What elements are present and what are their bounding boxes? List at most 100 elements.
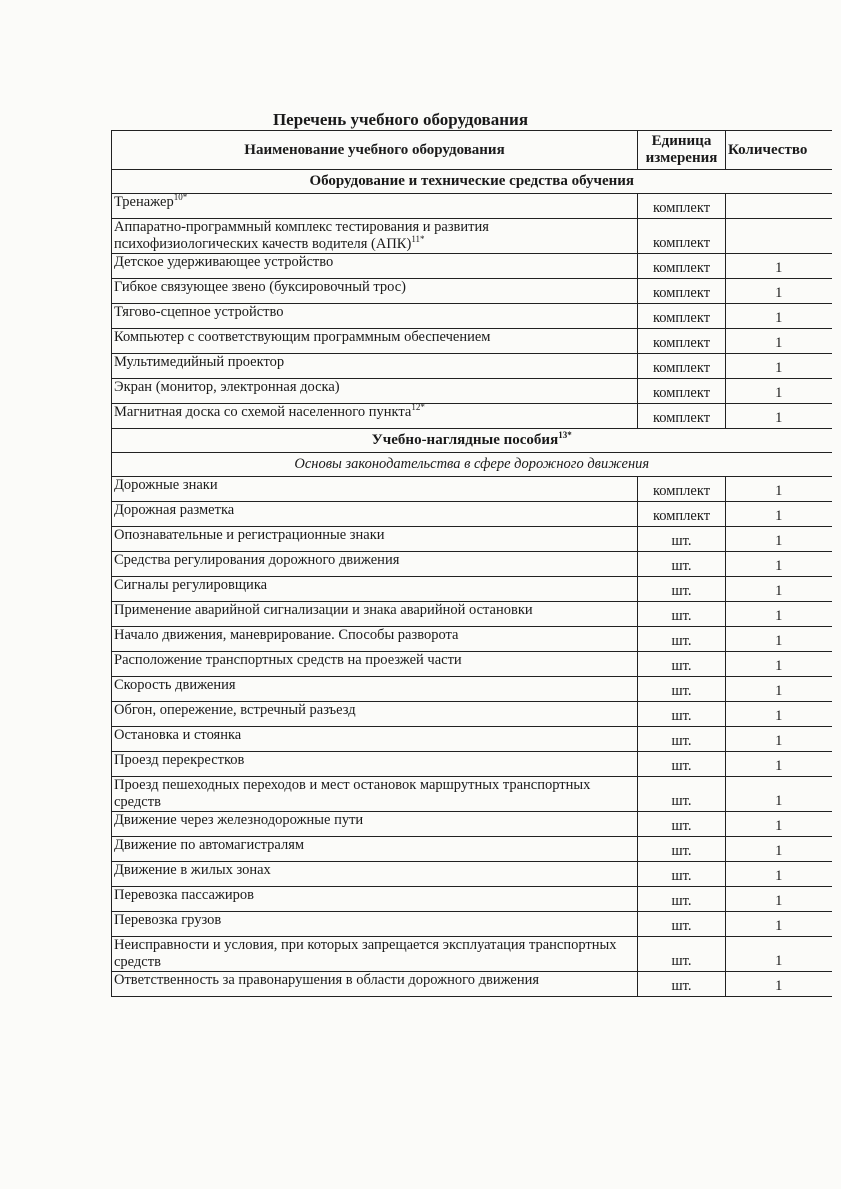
item-qty: 1 xyxy=(725,476,832,502)
item-name: Начало движения, маневрирование. Способы… xyxy=(111,626,638,652)
table-row: Ответственность за правонарушения в обла… xyxy=(111,971,832,997)
table-row: Начало движения, маневрирование. Способы… xyxy=(111,626,832,652)
table-row: Движение через железнодорожные пути шт. 1 xyxy=(111,811,832,837)
section-text: Оборудование и технические средства обуч… xyxy=(309,173,635,189)
item-name-text: Дорожные знаки xyxy=(114,477,218,493)
table-row: Неисправности и условия, при которых зап… xyxy=(111,936,832,972)
table-row: Обгон, опережение, встречный разъезд шт. 1 xyxy=(111,701,832,727)
item-unit: шт. xyxy=(637,861,726,887)
item-name: Проезд пешеходных переходов и мест остан… xyxy=(111,776,638,812)
item-unit: комплект xyxy=(637,253,726,279)
footnote-mark: 10* xyxy=(173,192,188,203)
item-unit: комплект xyxy=(637,218,726,254)
item-name-text: Проезд перекрестков xyxy=(114,752,245,768)
item-name: Перевозка пассажиров xyxy=(111,886,638,912)
item-name-text: Экран (монитор, электронная доска) xyxy=(114,379,340,395)
item-name-text: Мультимедийный проектор xyxy=(114,354,285,370)
item-unit: шт. xyxy=(637,576,726,602)
item-name-text: Дорожная разметка xyxy=(114,502,235,518)
item-name: Аппаратно-программный комплекс тестирова… xyxy=(111,218,638,254)
item-name-text: Средства регулирования дорожного движени… xyxy=(114,552,400,568)
item-qty xyxy=(725,218,832,254)
item-qty: 1 xyxy=(725,651,832,677)
section-header-label: Оборудование и технические средства обуч… xyxy=(111,169,832,194)
item-unit: шт. xyxy=(637,811,726,837)
item-unit: шт. xyxy=(637,751,726,777)
section-header-label: Учебно-наглядные пособия13* xyxy=(111,428,832,453)
section-text: Основы законодательства в сфере дорожног… xyxy=(294,456,650,472)
item-name-text: Применение аварийной сигнализации и знак… xyxy=(114,602,533,618)
item-unit: комплект xyxy=(637,193,726,219)
item-name: Расположение транспортных средств на про… xyxy=(111,651,638,677)
item-name-text: Движение через железнодорожные пути xyxy=(114,812,364,828)
item-qty: 1 xyxy=(725,726,832,752)
item-name-text: Движение в жилых зонах xyxy=(114,862,271,878)
item-qty: 1 xyxy=(725,328,832,354)
table-row: Расположение транспортных средств на про… xyxy=(111,651,832,677)
table-row: Средства регулирования дорожного движени… xyxy=(111,551,832,577)
table-row: Перевозка пассажиров шт. 1 xyxy=(111,886,832,912)
section-header: Учебно-наглядные пособия13* xyxy=(111,428,832,453)
item-unit: комплект xyxy=(637,476,726,502)
item-name-text: Опознавательные и регистрационные знаки xyxy=(114,527,385,543)
item-unit: шт. xyxy=(637,626,726,652)
item-unit: комплект xyxy=(637,378,726,404)
table-row: Компьютер с соответствующим программным … xyxy=(111,328,832,354)
item-unit: шт. xyxy=(637,551,726,577)
item-name: Неисправности и условия, при которых зап… xyxy=(111,936,638,972)
table-row: Детское удерживающее устройство комплект 1 xyxy=(111,253,832,279)
header-unit: Единица измерения xyxy=(637,130,726,170)
table-row: Перевозка грузов шт. 1 xyxy=(111,911,832,937)
table-row: Остановка и стоянка шт. 1 xyxy=(111,726,832,752)
item-unit: шт. xyxy=(637,676,726,702)
item-name-text: Начало движения, маневрирование. Способы… xyxy=(114,627,459,643)
footnote-mark: 13* xyxy=(558,430,572,440)
item-qty: 1 xyxy=(725,576,832,602)
item-name-text: Магнитная доска со схемой населенного пу… xyxy=(114,404,412,420)
table-row: Мультимедийный проектор комплект 1 xyxy=(111,353,832,379)
item-name: Дорожная разметка xyxy=(111,501,638,527)
item-name-text: Остановка и стоянка xyxy=(114,727,242,743)
item-qty: 1 xyxy=(725,971,832,997)
item-name: Магнитная доска со схемой населенного пу… xyxy=(111,402,638,429)
item-name-text: Перевозка пассажиров xyxy=(114,887,255,903)
item-qty: 1 xyxy=(725,626,832,652)
footnote-mark: 12* xyxy=(411,402,425,413)
item-qty: 1 xyxy=(725,751,832,777)
item-unit: шт. xyxy=(637,726,726,752)
item-unit: комплект xyxy=(637,501,726,527)
item-name: Детское удерживающее устройство xyxy=(111,253,638,279)
table-row: Аппаратно-программный комплекс тестирова… xyxy=(111,218,832,254)
item-unit: шт. xyxy=(637,911,726,937)
item-name-text: Тренажер xyxy=(114,194,174,210)
item-qty: 1 xyxy=(725,303,832,329)
item-qty: 1 xyxy=(725,701,832,727)
item-name-text: Компьютер с соответствующим программным … xyxy=(114,329,491,345)
item-qty: 1 xyxy=(725,551,832,577)
item-unit: шт. xyxy=(637,836,726,862)
item-name-text: Перевозка грузов xyxy=(114,912,222,928)
item-unit: шт. xyxy=(637,701,726,727)
item-unit: комплект xyxy=(637,303,726,329)
item-name-text: Расположение транспортных средств на про… xyxy=(114,652,462,668)
item-name: Обгон, опережение, встречный разъезд xyxy=(111,701,638,727)
subsection-header-label: Основы законодательства в сфере дорожног… xyxy=(111,452,832,477)
table-row: Проезд пешеходных переходов и мест остан… xyxy=(111,776,832,812)
item-unit: шт. xyxy=(637,651,726,677)
item-name: Мультимедийный проектор xyxy=(111,353,638,379)
item-name-text: Гибкое связующее звено (буксировочный тр… xyxy=(114,279,406,295)
header-name: Наименование учебного оборудования xyxy=(111,130,638,170)
item-qty: 1 xyxy=(725,836,832,862)
item-name-text: Скорость движения xyxy=(114,677,236,693)
item-name: Движение в жилых зонах xyxy=(111,861,638,887)
item-name: Дорожные знаки xyxy=(111,476,638,502)
table-row: Проезд перекрестков шт. 1 xyxy=(111,751,832,777)
item-qty: 1 xyxy=(725,676,832,702)
item-name: Движение через железнодорожные пути xyxy=(111,811,638,837)
item-unit: шт. xyxy=(637,776,726,812)
item-name: Перевозка грузов xyxy=(111,911,638,937)
item-unit: комплект xyxy=(637,403,726,429)
item-name: Средства регулирования дорожного движени… xyxy=(111,551,638,577)
item-unit: комплект xyxy=(637,353,726,379)
